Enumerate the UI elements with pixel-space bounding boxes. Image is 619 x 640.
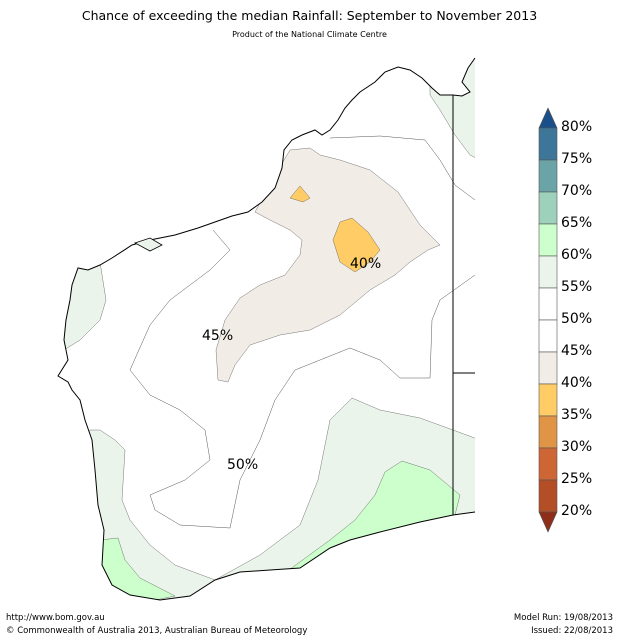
- footer-model-run: Model Run: 19/08/2013: [513, 613, 613, 623]
- colorbar-tick-label: 70%: [561, 183, 593, 199]
- colorbar-tick-label: 20%: [561, 503, 593, 519]
- colorbar-segment: [538, 127, 558, 161]
- state-border: [452, 95, 475, 515]
- colorbar-segment: [538, 255, 558, 289]
- colorbar-segment: [538, 447, 558, 481]
- contour-label-40: 40%: [350, 256, 382, 272]
- colorbar-tick-label: 65%: [561, 215, 593, 231]
- colorbar-tick-label: 25%: [561, 471, 593, 487]
- footer-url[interactable]: http://www.bom.gov.au: [6, 613, 105, 623]
- contour-label-45: 45%: [202, 328, 234, 344]
- colorbar-segment: [538, 319, 558, 353]
- colorbar-tick-label: 55%: [561, 279, 593, 295]
- colorbar-segment: [538, 223, 558, 257]
- colorbar-segment: [538, 479, 558, 513]
- colorbar: [538, 107, 558, 533]
- colorbar-tick-label: 50%: [561, 311, 593, 327]
- colorbar-tick-label: 80%: [561, 119, 593, 135]
- footer-issued: Issued: 22/08/2013: [531, 626, 613, 636]
- colorbar-tick-label: 35%: [561, 407, 593, 423]
- region-35-40-east: [332, 217, 381, 273]
- colorbar-segment: [538, 351, 558, 385]
- colorbar-segment: [538, 415, 558, 449]
- map-subtitle: Product of the National Climate Centre: [232, 30, 387, 39]
- probability-regions: [58, 58, 475, 600]
- island: [133, 237, 163, 252]
- map-title: Chance of exceeding the median Rainfall:…: [81, 8, 538, 23]
- colorbar-extend-bottom: [538, 511, 558, 533]
- colorbar-tick-label: 30%: [561, 439, 593, 455]
- colorbar-extend-top: [538, 107, 558, 129]
- region-35-40-north: [289, 185, 311, 203]
- colorbar-tick-label: 45%: [561, 343, 593, 359]
- region-40-45-central: [215, 147, 441, 383]
- colorbar-tick-label: 40%: [561, 375, 593, 391]
- colorbar-tick-label: 75%: [561, 151, 593, 167]
- coastline: [57, 57, 476, 601]
- contour-45-50: [129, 229, 475, 529]
- footer-copyright: © Commonwealth of Australia 2013, Austra…: [6, 626, 308, 636]
- contour-50-north: [329, 135, 475, 201]
- colorbar-segment: [538, 287, 558, 321]
- colorbar-segment: [538, 159, 558, 193]
- colorbar-segment: [538, 191, 558, 225]
- contour-label-50: 50%: [227, 457, 259, 473]
- colorbar-segment: [538, 383, 558, 417]
- colorbar-tick-label: 60%: [561, 247, 593, 263]
